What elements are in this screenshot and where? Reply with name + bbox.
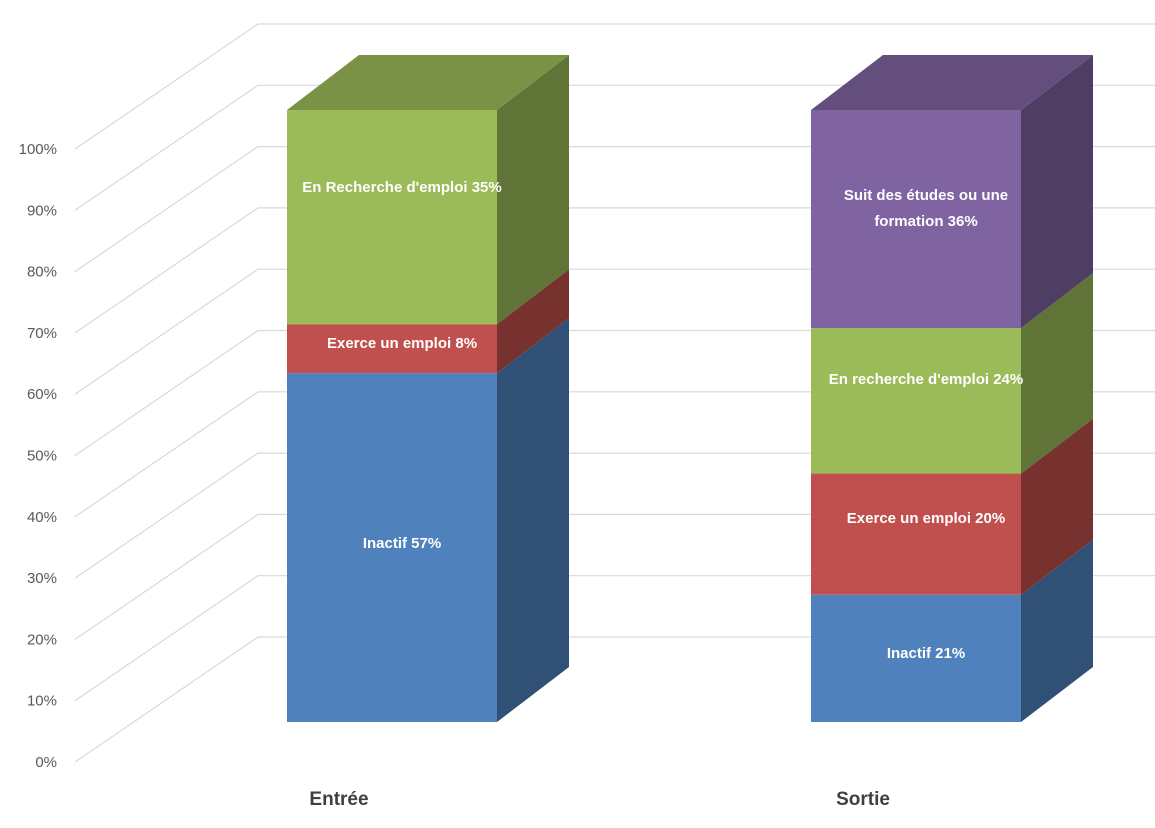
bar-segment-side xyxy=(1021,418,1093,595)
bar-segment: Exerce un emploi 20% xyxy=(811,418,1093,595)
y-tick-label: 100% xyxy=(19,141,57,158)
x-category-label: Sortie xyxy=(836,789,890,810)
bar-segment: Suit des études ou une formation 36% xyxy=(811,55,1093,329)
bar-segment-front xyxy=(287,110,497,325)
y-tick-label: 30% xyxy=(27,570,57,587)
bar-segment-side xyxy=(1021,539,1093,722)
bar-data-label: Exerce un emploi 8% xyxy=(327,335,477,352)
y-tick-label: 10% xyxy=(27,693,57,710)
bar-data-label: En Recherche d'emploi 35% xyxy=(302,179,501,196)
bar-data-label: Inactif 21% xyxy=(887,645,965,662)
bars: Inactif 57% Exerce un emploi 8% En Recherc… xyxy=(287,55,1093,722)
bar-1: Inactif 21% Exerce un emploi 20% En recher… xyxy=(811,55,1093,722)
bar-top-face xyxy=(287,55,569,110)
bar-segment-side xyxy=(497,55,569,325)
x-category-label: Entrée xyxy=(309,789,368,810)
y-axis-ticks: 0% 10% 20% 30% 40% 50% 60% 70% 80% 90% 100% xyxy=(19,141,57,771)
y-tick-label: 40% xyxy=(27,509,57,526)
bar-segment-side xyxy=(1021,55,1093,329)
bar-segment-front xyxy=(287,373,497,722)
bar-segment-front xyxy=(287,324,497,374)
bar-segment-front xyxy=(811,328,1021,474)
y-tick-label: 60% xyxy=(27,386,57,403)
bar-segment-front xyxy=(811,473,1021,595)
bar-data-label: Exerce un emploi 20% xyxy=(847,510,1005,527)
bar-data-label: En recherche d'emploi 24% xyxy=(829,371,1023,388)
bar-segment-front xyxy=(811,594,1021,722)
gridline xyxy=(74,23,1155,150)
bar-top-face xyxy=(811,55,1093,110)
bar-segment: Inactif 57% xyxy=(287,318,569,722)
bar-segment-side xyxy=(1021,273,1093,474)
y-tick-label: 80% xyxy=(27,264,57,281)
bar-segment: Exerce un emploi 8% xyxy=(287,269,569,374)
y-tick-label: 90% xyxy=(27,202,57,219)
y-tick-label: 20% xyxy=(27,631,57,648)
bar-segment-side xyxy=(497,269,569,374)
y-tick-label: 0% xyxy=(35,754,57,771)
bar-data-label: Inactif 57% xyxy=(363,535,441,552)
y-tick-label: 50% xyxy=(27,448,57,465)
bar-segment-side xyxy=(497,318,569,722)
bar-segment: En recherche d'emploi 24% xyxy=(811,273,1093,474)
bar-data-label: Suit des études ou une formation 36% xyxy=(844,187,1008,230)
y-tick-label: 70% xyxy=(27,325,57,342)
bar-segment: Inactif 21% xyxy=(811,539,1093,722)
bar-segment: En Recherche d'emploi 35% xyxy=(287,55,569,325)
bar-0: Inactif 57% Exerce un emploi 8% En Recherc… xyxy=(287,55,569,722)
x-axis-categories: Entrée Sortie xyxy=(309,789,890,810)
bar-segment-front xyxy=(811,110,1021,329)
